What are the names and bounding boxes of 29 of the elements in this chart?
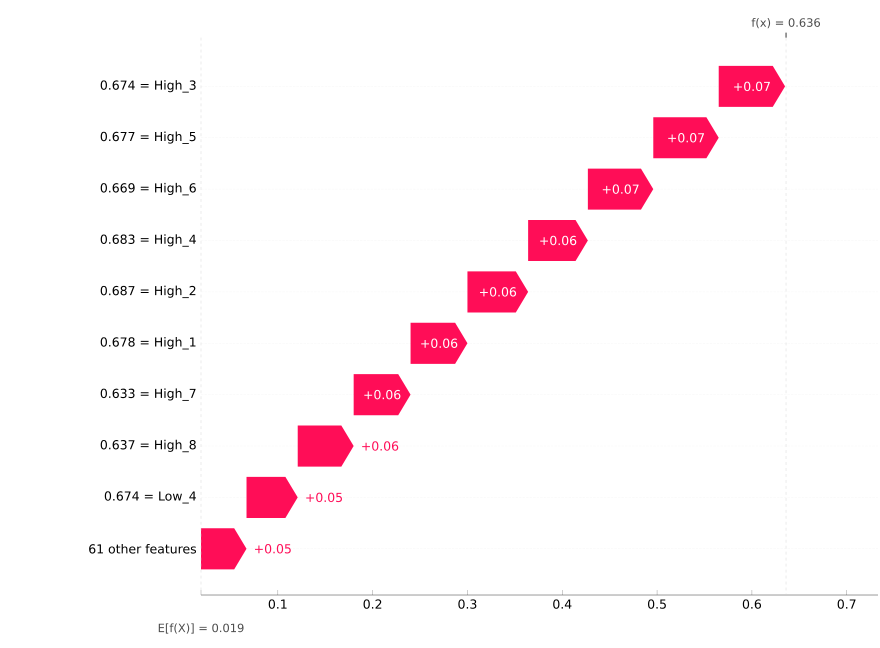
data-label: +0.07 [734,82,770,92]
y-tick-label: 0.674 = High_3 [100,80,196,93]
ref-line-label: E[f(X)] = 0.019 [158,623,244,634]
y-tick-label: 0.669 = High_6 [100,182,196,196]
y-tick-label: 0.677 = High_5 [100,132,196,144]
y-tick-label: 0.637 = High_8 [100,440,196,452]
data-label: +0.06 [480,287,516,297]
data-label: +0.06 [362,441,398,451]
data-label: +0.06 [421,338,458,348]
y-tick-label: 0.678 = High_1 [100,337,196,350]
data-label: +0.07 [668,133,704,142]
y-tick-label: 0.687 = High_2 [100,286,196,298]
y-tick-label: 0.683 = High_4 [100,234,196,247]
x-tick-label: 0.1 [268,599,287,609]
x-tick-label: 0.6 [742,599,762,609]
x-tick-label: 0.4 [553,599,572,609]
data-label: +0.06 [364,390,400,400]
data-label: +0.06 [540,236,576,246]
x-tick-label: 0.3 [458,599,476,609]
y-tick-label: 0.674 = Low_4 [104,491,196,504]
y-tick-label: 61 other features [89,544,196,554]
data-label: +0.05 [255,544,291,554]
x-tick-label: 0.7 [838,599,856,609]
data-label: +0.05 [306,492,342,502]
x-tick-label: 0.5 [648,599,666,609]
ref-line-label: f(x) = 0.636 [752,18,820,28]
x-tick-label: 0.2 [364,599,382,609]
data-label: +0.07 [602,184,639,194]
y-tick-label: 0.633 = High_7 [100,388,196,401]
